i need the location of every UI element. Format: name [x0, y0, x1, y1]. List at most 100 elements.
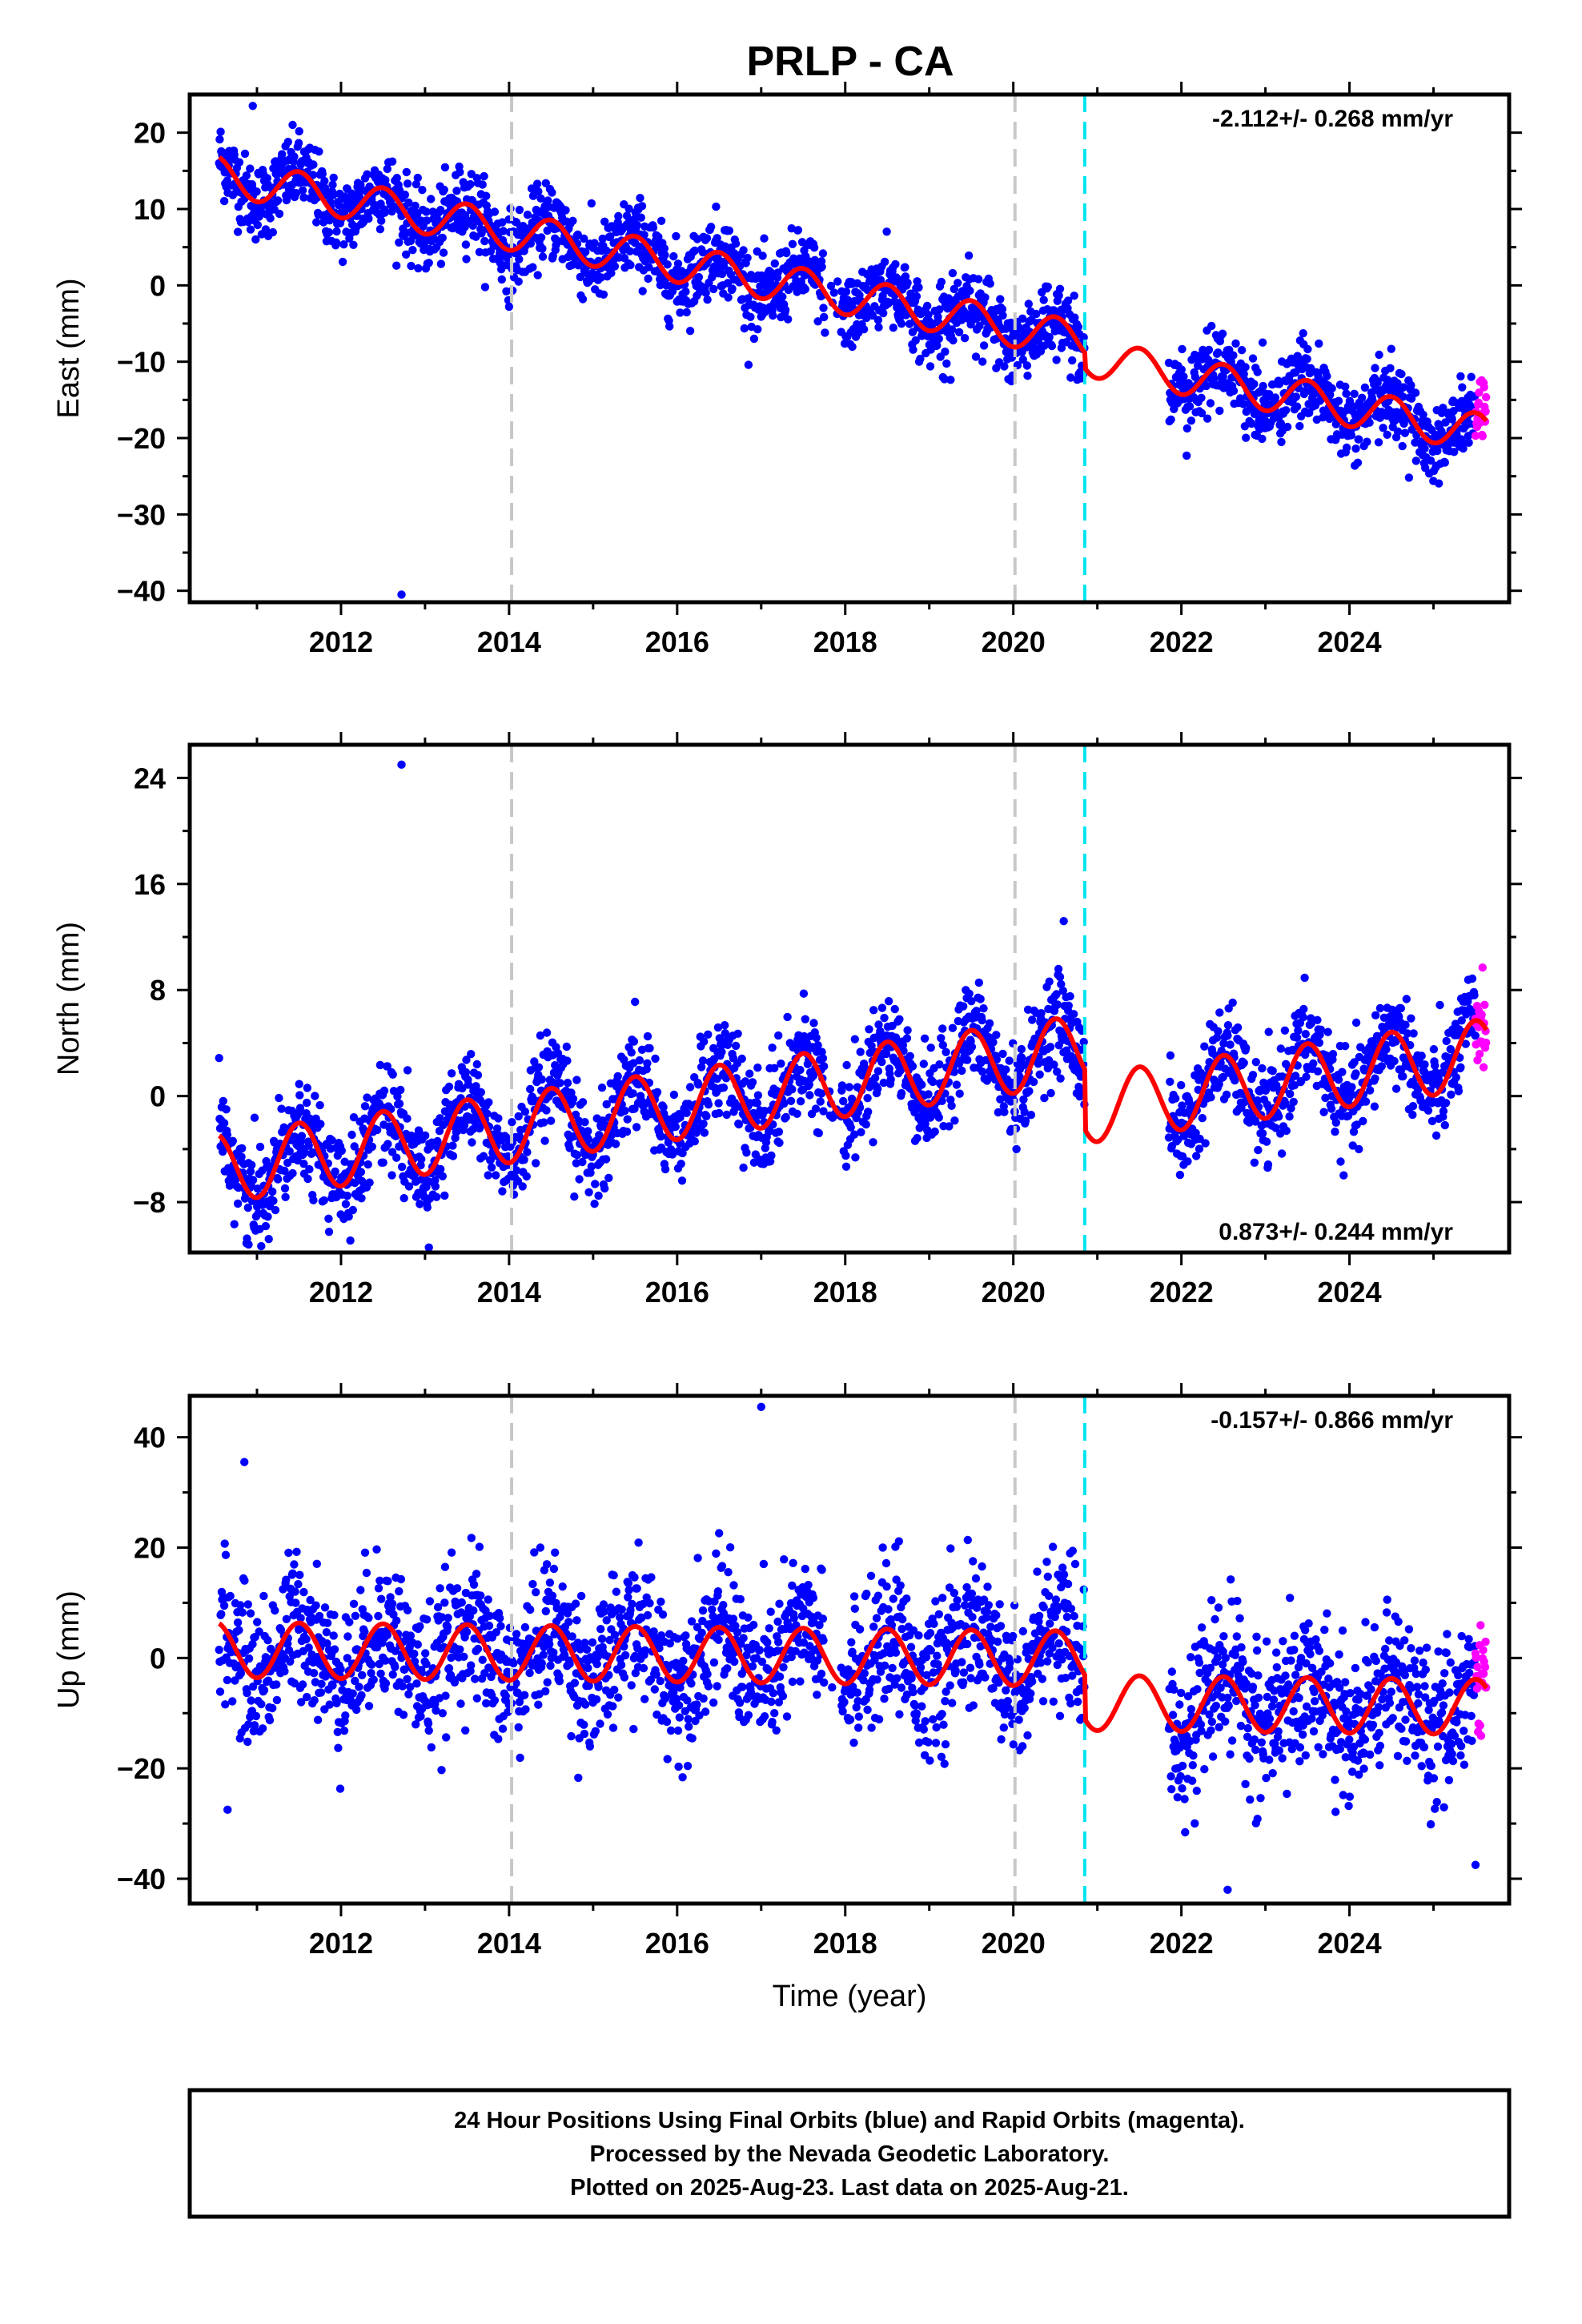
final-orbit-point — [926, 1043, 935, 1052]
final-orbit-point — [1313, 1067, 1323, 1076]
final-orbit-point — [1283, 422, 1292, 432]
final-orbit-point — [1404, 473, 1414, 482]
final-orbit-point — [514, 1112, 523, 1121]
final-orbit-point — [703, 296, 712, 304]
final-orbit-point — [611, 1140, 620, 1148]
final-orbit-point — [1420, 1060, 1429, 1069]
final-orbit-point — [607, 268, 616, 278]
final-orbit-point — [851, 1153, 860, 1162]
final-orbit-point — [460, 1121, 469, 1130]
final-orbit-point — [934, 1113, 944, 1122]
final-orbit-point — [1043, 282, 1053, 292]
final-orbit-point — [665, 322, 674, 331]
final-orbit-point — [1357, 393, 1367, 402]
final-orbit-point — [903, 1026, 912, 1035]
final-orbit-point — [682, 1108, 691, 1118]
final-orbit-point — [945, 1122, 954, 1131]
final-orbit-point — [467, 1050, 476, 1059]
final-orbit-point — [298, 1680, 307, 1689]
final-orbit-point — [1166, 1051, 1175, 1060]
final-orbit-point — [226, 1591, 235, 1601]
final-orbit-point — [796, 1097, 805, 1106]
final-orbit-point — [643, 1059, 652, 1068]
final-orbit-point — [1028, 1015, 1037, 1024]
final-orbit-point — [1250, 380, 1259, 388]
final-orbit-point — [700, 1037, 709, 1046]
final-orbit-point — [1339, 1171, 1348, 1180]
final-orbit-point — [1247, 419, 1256, 428]
final-orbit-point — [1020, 1108, 1029, 1116]
final-orbit-point — [315, 1100, 324, 1110]
final-orbit-point — [255, 1627, 263, 1636]
final-orbit-point — [924, 1090, 933, 1099]
final-orbit-point — [1399, 383, 1408, 392]
final-orbit-point — [283, 138, 292, 147]
final-orbit-point — [544, 196, 552, 205]
final-orbit-point — [348, 1205, 357, 1215]
final-orbit-point — [1166, 415, 1175, 424]
final-orbit-point — [971, 1013, 980, 1022]
final-orbit-point — [482, 191, 491, 200]
final-orbit-point — [475, 247, 484, 256]
final-orbit-point — [1299, 329, 1307, 338]
final-orbit-point — [533, 271, 542, 279]
rapid-orbit-point — [1481, 407, 1490, 416]
final-orbit-point — [1029, 1077, 1038, 1087]
final-orbit-point — [620, 1106, 629, 1116]
final-orbit-point — [397, 1162, 407, 1172]
final-orbit-point — [402, 167, 411, 177]
final-orbit-point — [360, 1102, 370, 1111]
final-orbit-point — [600, 1184, 609, 1193]
final-orbit-point — [320, 176, 329, 186]
final-orbit-point — [654, 232, 663, 241]
final-orbit-point — [833, 277, 842, 286]
final-orbit-point — [1277, 437, 1286, 447]
outlier-point — [244, 1240, 253, 1249]
final-orbit-point — [237, 1152, 246, 1161]
final-orbit-point — [941, 348, 950, 356]
final-orbit-point — [572, 1076, 581, 1084]
final-orbit-point — [387, 157, 397, 166]
final-orbit-point — [220, 1539, 229, 1548]
final-orbit-point — [331, 238, 341, 247]
final-orbit-point — [578, 1098, 588, 1107]
final-orbit-point — [1005, 1056, 1014, 1065]
final-orbit-point — [238, 1144, 247, 1153]
final-orbit-point — [337, 1146, 346, 1156]
final-orbit-point — [1263, 1160, 1273, 1169]
final-orbit-point — [357, 1194, 366, 1203]
final-orbit-point — [713, 1074, 721, 1084]
final-orbit-point — [484, 1171, 492, 1180]
final-orbit-point — [1066, 991, 1074, 1001]
final-orbit-point — [917, 1080, 926, 1089]
final-orbit-point — [292, 1547, 301, 1557]
rate-label: -2.112+/- 0.268 mm/yr — [1212, 106, 1453, 132]
final-orbit-point — [411, 201, 420, 211]
final-orbit-point — [1305, 408, 1314, 417]
final-orbit-point — [1214, 348, 1223, 357]
final-orbit-point — [1226, 1040, 1235, 1049]
final-orbit-point — [258, 1724, 267, 1733]
final-orbit-point — [1399, 1072, 1407, 1081]
final-orbit-point — [381, 175, 390, 185]
final-orbit-point — [1182, 451, 1191, 460]
final-orbit-point — [638, 287, 647, 296]
final-orbit-point — [1423, 1106, 1433, 1115]
final-orbit-point — [275, 1093, 283, 1103]
final-orbit-point — [556, 1079, 564, 1088]
y-tick-label: −8 — [133, 1186, 166, 1219]
final-orbit-point — [236, 1601, 245, 1610]
final-orbit-point — [1262, 1137, 1271, 1146]
final-orbit-point — [938, 1024, 947, 1033]
final-orbit-point — [363, 1160, 372, 1169]
model-curve — [218, 1016, 1489, 1200]
final-orbit-point — [497, 275, 506, 284]
final-orbit-point — [800, 1031, 809, 1041]
final-orbit-point — [532, 1159, 540, 1168]
final-orbit-point — [814, 1128, 823, 1138]
final-orbit-point — [643, 1031, 652, 1041]
final-orbit-point — [1200, 1042, 1209, 1051]
final-orbit-point — [1074, 323, 1083, 332]
final-orbit-point — [351, 1178, 359, 1188]
